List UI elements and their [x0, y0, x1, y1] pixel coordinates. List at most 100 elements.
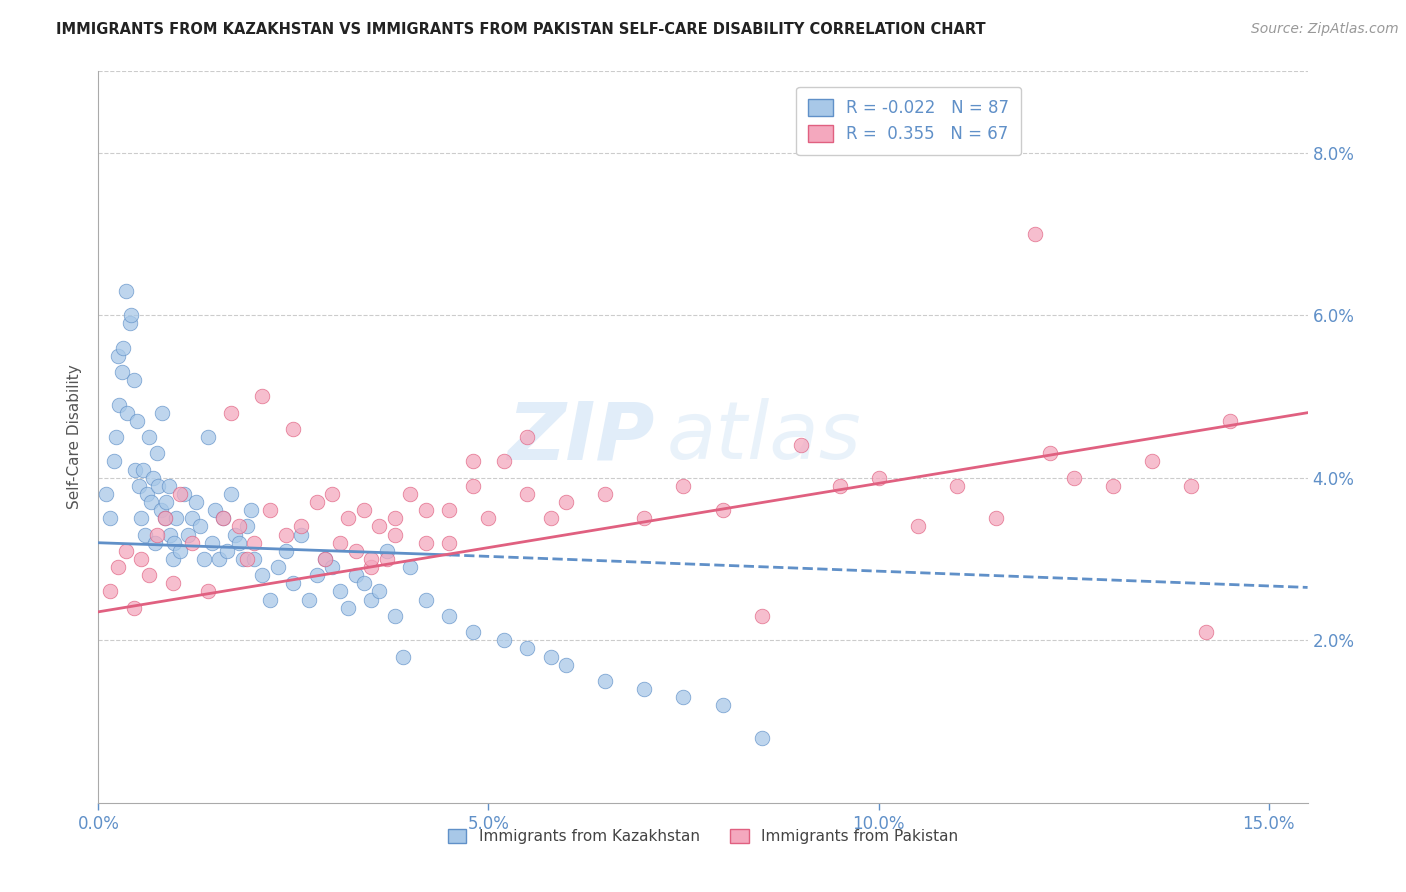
Point [162, 552, 184, 566]
Point [595, 673, 617, 688]
Point [143, 535, 166, 549]
Point [415, 592, 437, 607]
Point [540, 511, 562, 525]
Text: Source: ZipAtlas.com: Source: ZipAtlas.com [1251, 22, 1399, 37]
Point [103, 454, 125, 468]
Point [259, 592, 281, 607]
Point [122, 373, 145, 387]
Point [148, 479, 170, 493]
Point [555, 657, 578, 672]
Point [384, 608, 406, 623]
Point [711, 503, 734, 517]
Point [112, 341, 135, 355]
Point [193, 552, 215, 566]
Point [290, 519, 312, 533]
Point [516, 641, 538, 656]
Point [751, 608, 773, 623]
Point [128, 479, 150, 493]
Point [228, 519, 250, 533]
Point [1101, 479, 1123, 493]
Point [384, 527, 406, 541]
Point [360, 592, 382, 607]
Point [314, 552, 336, 566]
Legend: Immigrants from Kazakhstan, Immigrants from Pakistan: Immigrants from Kazakhstan, Immigrants f… [441, 822, 965, 850]
Point [98, 511, 121, 525]
Point [142, 471, 165, 485]
Point [177, 527, 200, 541]
Point [131, 511, 153, 525]
Point [146, 527, 169, 541]
Point [399, 487, 422, 501]
Point [1039, 446, 1062, 460]
Point [321, 560, 343, 574]
Point [208, 552, 231, 566]
Point [344, 544, 367, 558]
Point [477, 511, 499, 525]
Point [169, 487, 191, 501]
Point [337, 600, 360, 615]
Point [314, 552, 336, 566]
Point [146, 446, 169, 460]
Point [329, 535, 352, 549]
Point [540, 649, 562, 664]
Point [138, 430, 160, 444]
Point [751, 731, 773, 745]
Point [181, 535, 204, 549]
Point [375, 552, 398, 566]
Point [516, 487, 538, 501]
Point [267, 560, 290, 574]
Point [789, 438, 811, 452]
Point [243, 535, 266, 549]
Point [252, 389, 274, 403]
Point [122, 600, 145, 615]
Point [239, 503, 262, 517]
Point [138, 568, 160, 582]
Point [107, 349, 129, 363]
Point [157, 479, 180, 493]
Point [173, 487, 195, 501]
Point [305, 495, 328, 509]
Point [633, 511, 655, 525]
Point [108, 398, 131, 412]
Point [360, 560, 382, 574]
Text: atlas: atlas [666, 398, 862, 476]
Point [98, 584, 121, 599]
Point [219, 487, 242, 501]
Point [461, 625, 484, 640]
Point [150, 406, 173, 420]
Point [243, 552, 266, 566]
Point [118, 316, 141, 330]
Point [188, 519, 211, 533]
Point [134, 527, 156, 541]
Point [298, 592, 321, 607]
Point [107, 560, 129, 574]
Point [461, 479, 484, 493]
Point [360, 552, 382, 566]
Point [828, 479, 851, 493]
Point [224, 527, 246, 541]
Point [633, 681, 655, 696]
Point [375, 544, 398, 558]
Point [384, 511, 406, 525]
Y-axis label: Self-Care Disability: Self-Care Disability [67, 365, 83, 509]
Point [162, 576, 184, 591]
Point [219, 406, 242, 420]
Point [228, 535, 250, 549]
Point [135, 487, 157, 501]
Point [120, 308, 142, 322]
Point [232, 552, 254, 566]
Point [494, 454, 516, 468]
Point [1195, 625, 1218, 640]
Point [96, 487, 118, 501]
Point [391, 649, 413, 664]
Point [672, 690, 695, 705]
Point [117, 406, 139, 420]
Point [461, 454, 484, 468]
Point [114, 284, 136, 298]
Point [114, 544, 136, 558]
Point [104, 430, 127, 444]
Point [124, 462, 146, 476]
Point [153, 511, 176, 525]
Point [984, 511, 1007, 525]
Point [163, 535, 186, 549]
